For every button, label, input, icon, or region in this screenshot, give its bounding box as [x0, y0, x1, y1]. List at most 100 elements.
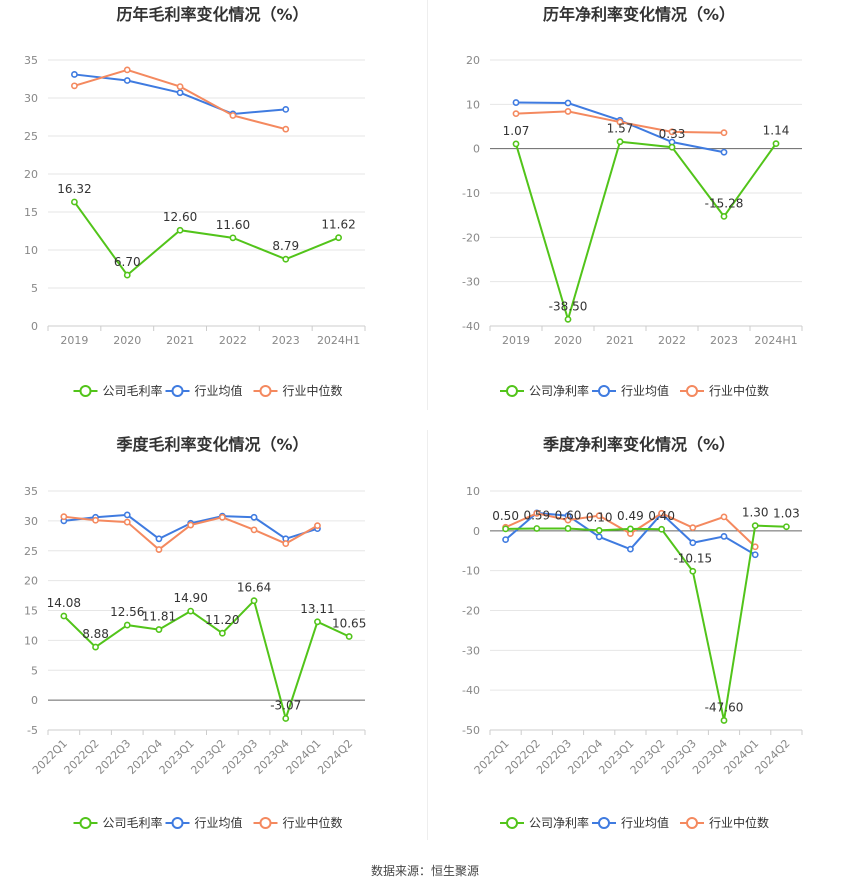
- data-point-industry_median[interactable]: [92, 516, 99, 524]
- data-point-industry_median[interactable]: [60, 513, 68, 521]
- data-point-company[interactable]: [229, 234, 237, 242]
- data-point-industry_median[interactable]: [595, 512, 603, 520]
- legend-marker-icon: [506, 385, 518, 397]
- data-point-company[interactable]: [502, 525, 509, 533]
- data-point-company[interactable]: [564, 315, 572, 323]
- legend-item-industry_avg[interactable]: 行业均值: [165, 383, 243, 398]
- legend-item-industry_avg[interactable]: 行业均值: [592, 815, 669, 830]
- data-point-industry_avg[interactable]: [720, 533, 728, 540]
- data-point-company[interactable]: [282, 255, 290, 263]
- data-point-company[interactable]: [595, 527, 603, 534]
- x-tick-label: 2022: [658, 334, 686, 347]
- data-point-company[interactable]: [123, 621, 131, 629]
- data-point-industry_avg[interactable]: [250, 513, 258, 521]
- data-point-industry_avg[interactable]: [155, 535, 163, 543]
- y-tick-label: 0: [473, 525, 480, 538]
- data-point-company[interactable]: [123, 271, 131, 279]
- legend-label: 公司净利率: [529, 815, 589, 830]
- data-point-company[interactable]: [668, 143, 676, 151]
- data-point-industry_avg[interactable]: [751, 551, 759, 559]
- legend-item-industry_median[interactable]: 行业中位数: [253, 815, 343, 830]
- data-point-industry_avg[interactable]: [564, 99, 572, 107]
- data-point-industry_avg[interactable]: [595, 533, 603, 541]
- data-point-company[interactable]: [720, 213, 728, 220]
- data-point-industry_median[interactable]: [564, 108, 572, 115]
- data-point-industry_median[interactable]: [564, 516, 572, 524]
- data-point-company[interactable]: [720, 717, 728, 724]
- data-point-industry_median[interactable]: [229, 112, 237, 119]
- legend-item-company[interactable]: 公司毛利率: [73, 815, 163, 830]
- legend-item-industry_median[interactable]: 行业中位数: [253, 383, 343, 398]
- data-point-company[interactable]: [176, 226, 184, 234]
- data-point-company[interactable]: [218, 629, 226, 637]
- y-tick-label: -40: [462, 320, 480, 333]
- data-point-company[interactable]: [564, 525, 572, 532]
- data-point-industry_median[interactable]: [689, 524, 697, 532]
- chart-svg: 历年净利率变化情况（%） -40 -30 -20 -10 0 10 20 2019 2020 202…: [462, 5, 803, 398]
- data-point-industry_median[interactable]: [658, 509, 665, 517]
- y-tick-label: -40: [462, 684, 480, 697]
- data-point-industry_avg[interactable]: [626, 545, 634, 553]
- data-point-company[interactable]: [71, 198, 78, 206]
- data-point-industry_median[interactable]: [282, 125, 290, 133]
- data-point-industry_avg[interactable]: [720, 148, 728, 156]
- data-point-company[interactable]: [782, 523, 790, 531]
- data-point-industry_median[interactable]: [71, 82, 78, 90]
- legend-item-industry_avg[interactable]: 行业均值: [165, 815, 243, 830]
- data-point-company[interactable]: [187, 607, 195, 615]
- legend-item-company[interactable]: 公司毛利率: [73, 383, 163, 398]
- data-point-company[interactable]: [345, 633, 353, 640]
- data-point-industry_median[interactable]: [218, 513, 226, 521]
- data-point-company[interactable]: [616, 138, 624, 146]
- series-line-company: [73, 201, 339, 277]
- data-point-industry_median[interactable]: [720, 513, 728, 521]
- data-point-industry_median[interactable]: [512, 110, 520, 118]
- data-point-industry_median[interactable]: [668, 128, 676, 136]
- data-label: 13.11: [300, 602, 334, 616]
- data-point-industry_avg[interactable]: [71, 71, 78, 78]
- data-point-industry_median[interactable]: [282, 540, 290, 547]
- data-point-industry_median[interactable]: [250, 526, 258, 534]
- data-point-company[interactable]: [772, 140, 780, 148]
- data-point-industry_median[interactable]: [616, 118, 624, 126]
- data-point-company[interactable]: [626, 525, 634, 533]
- legend-item-industry_median[interactable]: 行业中位数: [680, 815, 769, 830]
- data-point-industry_avg[interactable]: [512, 99, 520, 106]
- data-point-company[interactable]: [92, 643, 99, 651]
- data-point-company[interactable]: [155, 626, 163, 633]
- legend-item-company[interactable]: 公司净利率: [500, 383, 589, 398]
- x-tick-label: 2023: [710, 334, 738, 347]
- data-point-company[interactable]: [314, 618, 321, 626]
- data-point-company[interactable]: [533, 525, 541, 532]
- data-point-industry_median[interactable]: [155, 546, 163, 553]
- data-point-industry_median[interactable]: [123, 518, 131, 526]
- data-point-company[interactable]: [60, 612, 68, 620]
- data-point-industry_median[interactable]: [176, 83, 184, 90]
- data-point-company[interactable]: [512, 140, 520, 148]
- data-point-company[interactable]: [751, 522, 759, 530]
- legend-item-company[interactable]: 公司净利率: [500, 815, 589, 830]
- data-point-industry_avg[interactable]: [176, 89, 184, 97]
- data-point-industry_median[interactable]: [751, 543, 759, 551]
- legend-item-industry_median[interactable]: 行业中位数: [680, 383, 769, 398]
- data-point-industry_avg[interactable]: [123, 77, 131, 84]
- data-point-industry_avg[interactable]: [689, 539, 697, 547]
- data-label: 11.20: [205, 613, 239, 627]
- data-point-company[interactable]: [282, 715, 290, 722]
- x-tick-label: 2024H1: [317, 334, 360, 347]
- data-point-industry_median[interactable]: [314, 522, 321, 530]
- data-point-company[interactable]: [689, 567, 697, 575]
- legend-item-industry_avg[interactable]: 行业均值: [592, 383, 669, 398]
- data-point-industry_median[interactable]: [533, 509, 541, 517]
- data-point-company[interactable]: [335, 234, 342, 242]
- data-point-industry_median[interactable]: [720, 129, 728, 137]
- data-point-industry_avg[interactable]: [123, 511, 131, 519]
- data-point-industry_median[interactable]: [123, 66, 131, 74]
- data-point-company[interactable]: [658, 525, 665, 533]
- data-point-industry_avg[interactable]: [502, 536, 509, 543]
- data-point-company[interactable]: [250, 597, 258, 605]
- data-point-industry_median[interactable]: [187, 521, 195, 529]
- series-line-company: [63, 598, 350, 722]
- data-label: 0.33: [659, 127, 686, 141]
- data-point-industry_avg[interactable]: [282, 106, 290, 113]
